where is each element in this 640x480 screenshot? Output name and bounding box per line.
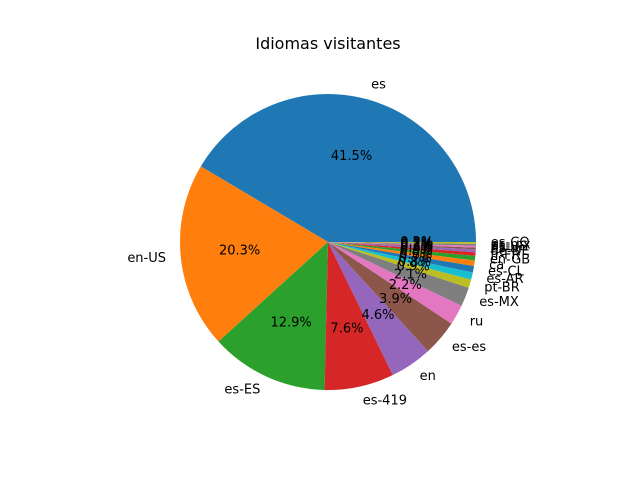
pie-slice-es-CL	[328, 242, 475, 273]
category-label: en	[420, 369, 436, 384]
category-label: es	[371, 78, 386, 93]
pie-slice-es-419	[324, 242, 393, 391]
percentage-label: 2.1%	[394, 267, 427, 282]
category-label: ca	[489, 258, 504, 273]
pie-labels: es 41.5% en-US 20.3% es-ES 12.9% es-419 7.6% en 4…	[127, 78, 531, 409]
pie-slice-es-AR	[328, 242, 473, 280]
category-label: ru	[470, 315, 484, 330]
pie-slice-es-US	[328, 242, 476, 248]
pie-slice-es-ES	[218, 242, 328, 390]
percentage-label: 0.3%	[400, 240, 433, 255]
percentage-label: 20.3%	[219, 243, 260, 258]
category-label: es-MX	[479, 295, 519, 310]
pie-slice-es-MX	[328, 242, 469, 306]
percentage-label: 41.5%	[331, 149, 372, 164]
pie-slice-ca	[328, 242, 475, 267]
percentage-label: 12.9%	[270, 315, 311, 330]
percentage-label: 0.9%	[397, 260, 430, 275]
percentage-label: 0.2%	[400, 237, 433, 252]
category-label: es-es	[452, 340, 486, 355]
pie-slice-de-DE	[328, 242, 476, 253]
pie-slice-es	[200, 93, 476, 243]
percentage-label: 0.2%	[400, 238, 433, 253]
percentage-label: 4.6%	[361, 308, 394, 323]
pie-slice-en-US	[179, 166, 328, 342]
category-label: es-CL	[488, 264, 525, 279]
percentage-label: 3.9%	[379, 292, 412, 307]
pie-slice-en	[328, 242, 429, 376]
percentage-label: 7.6%	[330, 321, 363, 336]
category-label: es-US	[491, 240, 528, 255]
category-label: es-CO	[491, 236, 530, 251]
percentage-label: 0.7%	[399, 251, 432, 266]
category-label: fr-FR	[490, 248, 520, 263]
category-label: es-mx	[491, 238, 531, 253]
category-label: es-AR	[486, 272, 523, 287]
pie-slices	[179, 93, 476, 391]
category-label: es-ES	[224, 383, 260, 398]
category-label: es-419	[363, 394, 407, 409]
percentage-label: 0.4%	[400, 242, 433, 257]
percentage-label: 0.8%	[398, 255, 431, 270]
chart-title: Idiomas visitantes	[255, 34, 400, 53]
pie-slice-en-GB	[328, 242, 476, 261]
category-label: en-US	[127, 251, 166, 266]
pie-slice-es-mx	[328, 242, 476, 246]
pie-slice-ru	[328, 242, 462, 324]
pie-slice-es-es	[328, 242, 452, 352]
pie-slice-es-ar	[328, 242, 476, 250]
pie-slice-fr-FR	[328, 242, 476, 256]
percentage-label: 0.2%	[400, 235, 433, 250]
category-label: de-DE	[491, 244, 530, 259]
pie-slice-es-CO	[328, 242, 476, 244]
category-label: es-ar	[491, 242, 524, 257]
percentage-label: 0.5%	[400, 244, 433, 259]
percentage-label: 2.2%	[389, 278, 422, 293]
category-label: pt-BR	[484, 280, 520, 295]
category-label: en-GB	[490, 252, 530, 267]
pie-slice-pt-BR	[328, 242, 472, 288]
percentage-label: 0.6%	[399, 247, 432, 262]
percentage-label: 0.2%	[400, 236, 433, 251]
